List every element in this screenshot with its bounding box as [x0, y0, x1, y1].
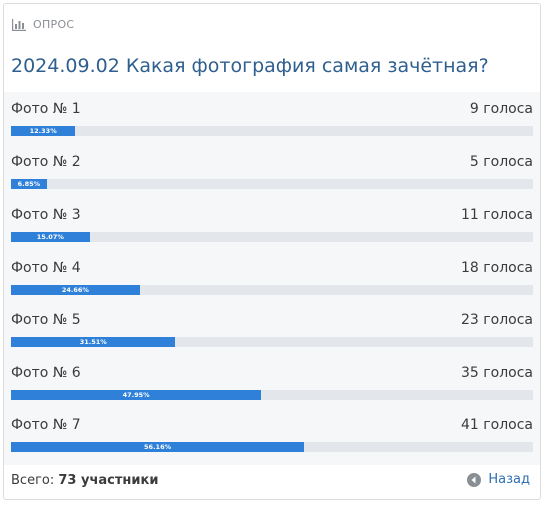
option-votes: 35 голоса: [461, 365, 533, 381]
poll-card: ОПРОС 2024.09.02 Какая фотография самая …: [3, 3, 541, 500]
result-bar-track: 24.66%: [11, 285, 533, 295]
total-label: Всего:: [11, 473, 55, 488]
option-label: Фото № 1: [11, 101, 81, 117]
poll-option: Фото № 4 18 голоса 24.66%: [11, 251, 533, 295]
poll-option: Фото № 5 23 голоса 31.51%: [11, 303, 533, 347]
result-percent: 31.51%: [79, 338, 107, 346]
option-votes: 11 голоса: [461, 207, 533, 223]
option-votes: 5 голоса: [469, 154, 533, 170]
back-link[interactable]: Назад: [467, 472, 530, 487]
option-votes: 18 голоса: [461, 260, 533, 276]
poll-title: 2024.09.02 Какая фотография самая зачётн…: [11, 55, 489, 77]
result-percent: 56.16%: [144, 443, 172, 451]
bar-chart-icon: [12, 18, 26, 31]
result-bar-track: 31.51%: [11, 337, 533, 347]
result-bar-fill: 56.16%: [11, 442, 305, 452]
poll-header: ОПРОС: [12, 18, 74, 31]
result-bar-track: 47.95%: [11, 390, 533, 400]
option-label: Фото № 4: [11, 260, 81, 276]
poll-option: Фото № 1 9 голоса 12.33%: [11, 92, 533, 136]
poll-option: Фото № 7 41 голоса 56.16%: [11, 408, 533, 452]
option-label: Фото № 3: [11, 207, 81, 223]
option-votes: 41 голоса: [461, 417, 533, 433]
result-percent: 15.07%: [36, 233, 64, 241]
result-bar-track: 12.33%: [11, 126, 533, 136]
total-participants: Всего: 73 участники: [11, 473, 158, 488]
option-votes: 23 голоса: [461, 312, 533, 328]
poll-option: Фото № 2 5 голоса 6.85%: [11, 145, 533, 189]
result-bar-fill: 47.95%: [11, 390, 262, 400]
result-bar-fill: 6.85%: [11, 179, 47, 189]
result-bar-track: 56.16%: [11, 442, 533, 452]
back-arrow-icon: [467, 472, 482, 487]
result-percent: 12.33%: [29, 127, 57, 135]
result-bar-fill: 15.07%: [11, 232, 90, 242]
result-bar-fill: 24.66%: [11, 285, 140, 295]
result-bar-track: 15.07%: [11, 232, 533, 242]
option-votes: 9 голоса: [469, 101, 533, 117]
result-percent: 24.66%: [61, 286, 89, 294]
poll-option: Фото № 6 35 голоса 47.95%: [11, 356, 533, 400]
result-percent: 47.95%: [122, 391, 150, 399]
poll-results: Фото № 1 9 голоса 12.33% Фото № 2 5 голо…: [4, 92, 540, 465]
result-bar-track: 6.85%: [11, 179, 533, 189]
option-label: Фото № 7: [11, 417, 81, 433]
result-bar-fill: 12.33%: [11, 126, 76, 136]
poll-header-label: ОПРОС: [33, 18, 75, 31]
result-bar-fill: 31.51%: [11, 337, 176, 347]
result-percent: 6.85%: [17, 180, 41, 188]
option-label: Фото № 5: [11, 312, 81, 328]
option-label: Фото № 2: [11, 154, 81, 170]
option-label: Фото № 6: [11, 365, 81, 381]
back-label[interactable]: Назад: [488, 472, 530, 487]
total-value: 73 участники: [58, 473, 159, 488]
poll-option: Фото № 3 11 голоса 15.07%: [11, 198, 533, 242]
